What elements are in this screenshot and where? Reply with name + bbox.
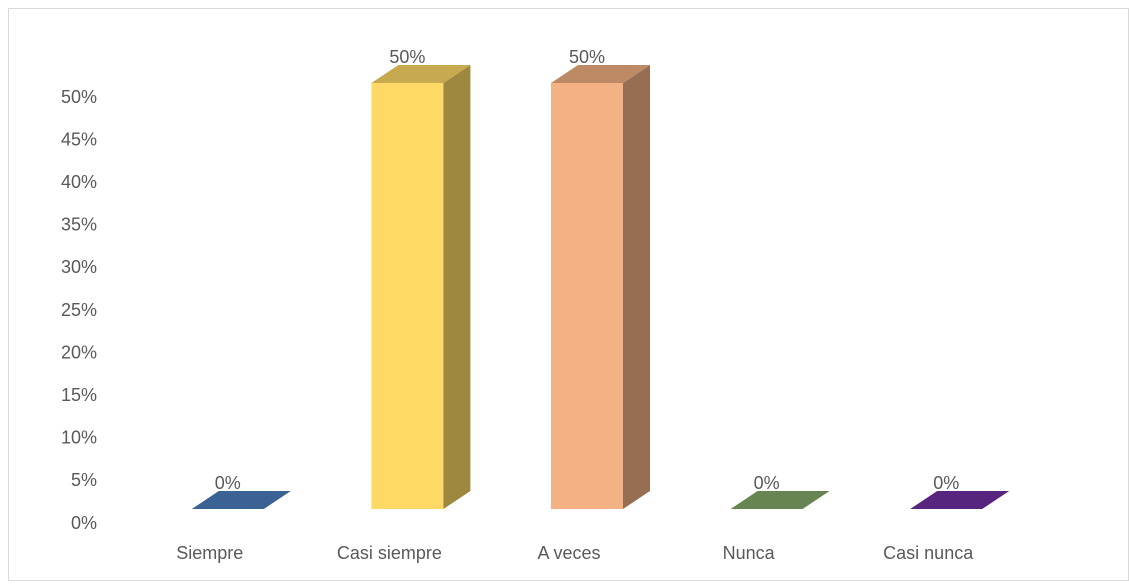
bar-side xyxy=(623,65,650,509)
x-tick-label: A veces xyxy=(537,543,600,563)
bar-top xyxy=(910,491,1010,509)
y-tick-label: 10% xyxy=(61,428,97,448)
data-label: 0% xyxy=(754,473,780,493)
x-tick-label: Casi siempre xyxy=(337,543,442,563)
y-tick-label: 0% xyxy=(71,513,97,533)
data-label: 50% xyxy=(569,47,605,67)
bar-front xyxy=(551,83,623,509)
bar-top xyxy=(551,65,650,83)
bar-top xyxy=(371,65,471,83)
y-tick-label: 25% xyxy=(61,300,97,320)
bar-top xyxy=(730,491,830,509)
x-tick-label: Siempre xyxy=(176,543,243,563)
y-tick-label: 35% xyxy=(61,215,97,235)
y-tick-label: 40% xyxy=(61,172,97,192)
bar-front xyxy=(371,83,444,509)
x-tick-label: Casi nunca xyxy=(883,543,974,563)
y-tick-label: 45% xyxy=(61,129,97,149)
x-tick-label: Nunca xyxy=(723,543,776,563)
data-label: 0% xyxy=(215,473,241,493)
bar-side xyxy=(443,65,471,509)
data-label: 50% xyxy=(389,47,425,67)
y-tick-label: 5% xyxy=(71,470,97,490)
y-tick-label: 20% xyxy=(61,342,97,362)
y-tick-label: 30% xyxy=(61,257,97,277)
data-label: 0% xyxy=(933,473,959,493)
bar-top xyxy=(191,491,291,509)
y-tick-label: 15% xyxy=(61,385,97,405)
y-tick-label: 50% xyxy=(61,87,97,107)
